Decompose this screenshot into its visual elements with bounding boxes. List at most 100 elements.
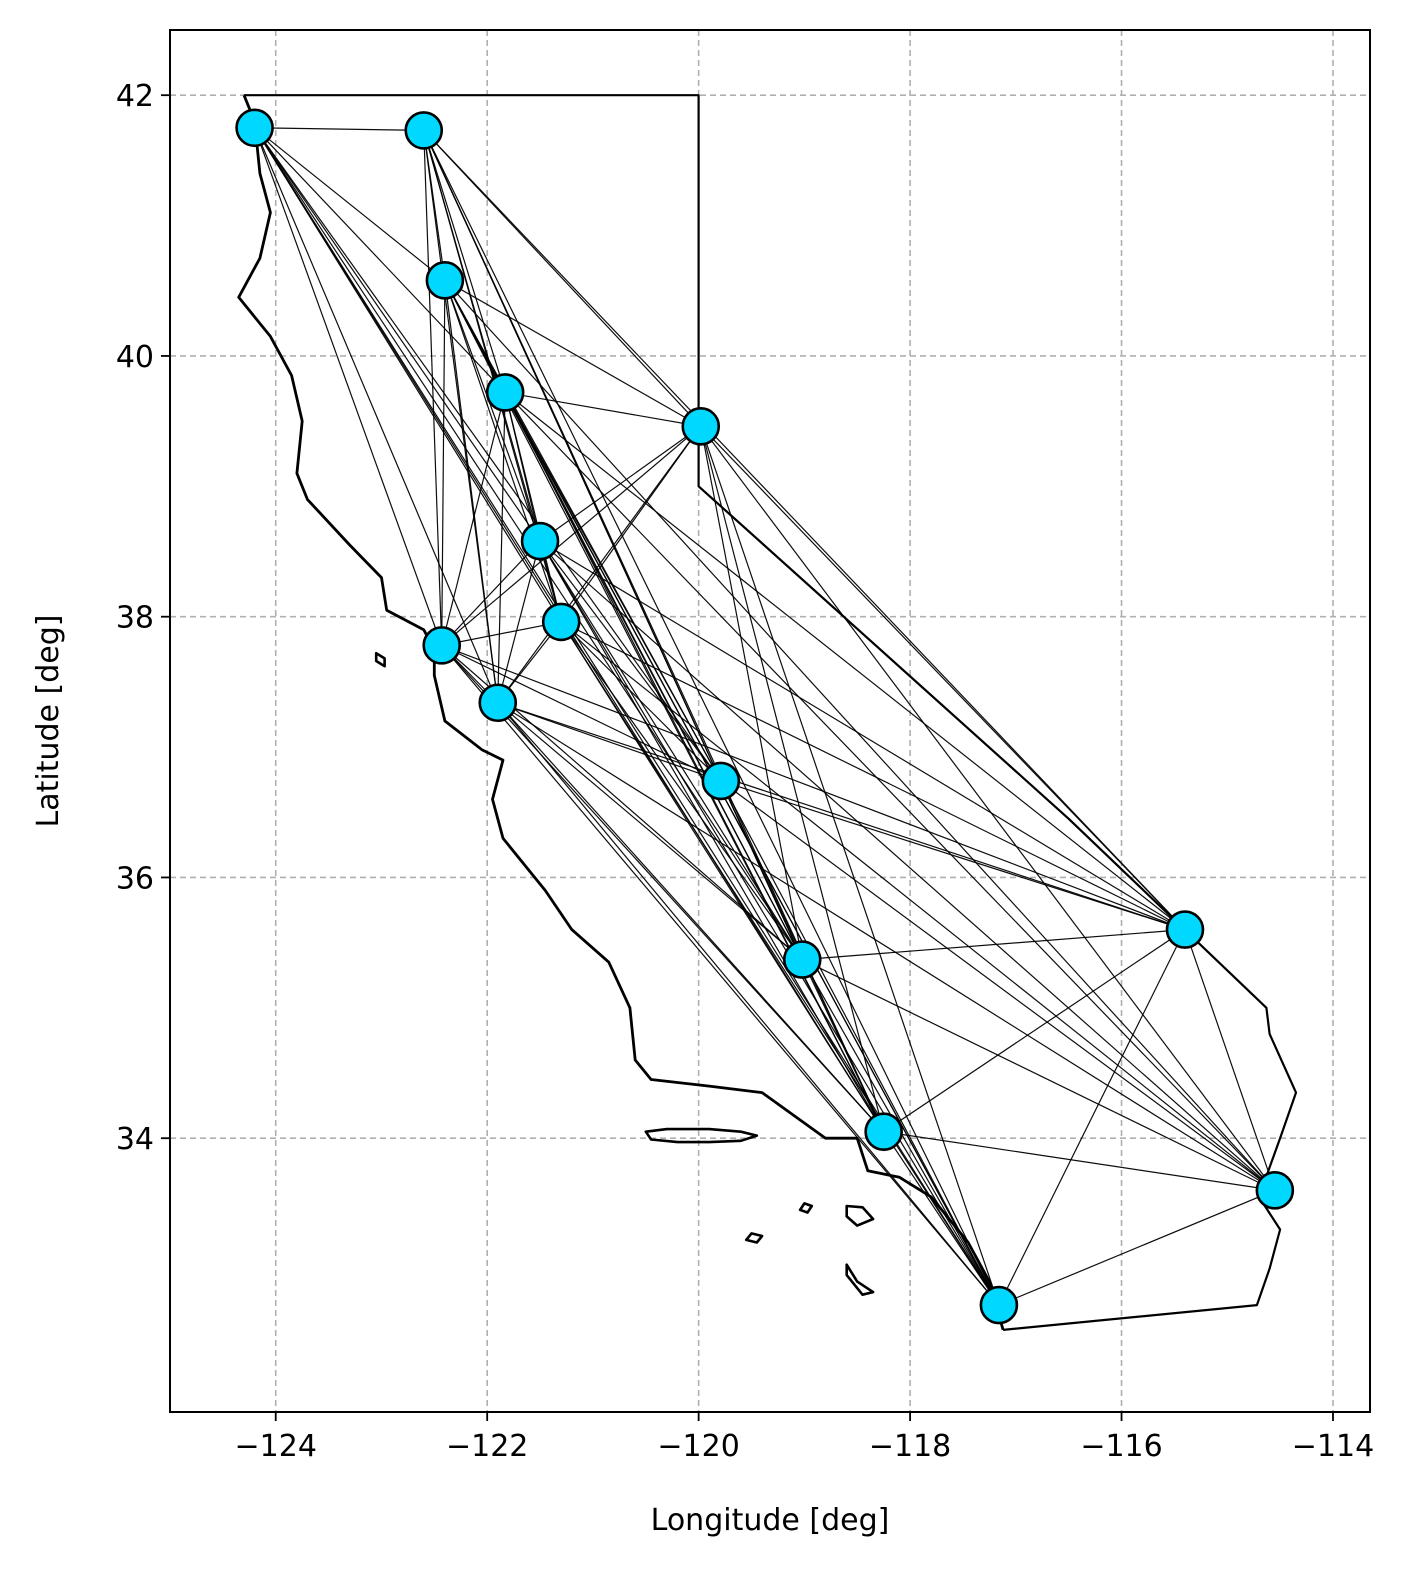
edge-line	[497, 702, 722, 782]
edge-line	[801, 959, 1276, 1191]
edge-line	[254, 127, 424, 131]
edge-line	[720, 780, 1186, 931]
node-marker	[235, 108, 274, 148]
edge-line	[504, 392, 1276, 1191]
coastline	[237, 94, 1005, 1331]
x-tick-label: −118	[869, 1429, 951, 1464]
edge-line	[254, 127, 443, 646]
edge-line	[801, 959, 885, 1132]
edge-line	[883, 929, 1186, 1133]
node-marker	[485, 373, 525, 412]
edge-line	[441, 644, 1000, 1306]
node-marker	[520, 521, 560, 561]
node-marker	[404, 111, 444, 150]
edge-line	[505, 391, 701, 427]
edge-line	[504, 392, 803, 960]
edge-line	[441, 621, 562, 646]
edge-line	[539, 425, 702, 542]
y-axis-ticks: 34 36 38 40 42	[116, 79, 170, 1157]
edge-line	[998, 1189, 1276, 1306]
edge-line	[254, 127, 541, 542]
edge-line	[539, 540, 1276, 1191]
edge-line	[423, 129, 1186, 931]
node-marker	[782, 940, 822, 979]
edge-line	[720, 780, 1000, 1306]
node-marker	[1165, 910, 1205, 949]
edge-line	[998, 929, 1186, 1306]
x-axis-ticks: −124 −122 −120 −118 −116 −114	[235, 1412, 1374, 1464]
edge-line	[423, 130, 443, 646]
y-tick-label: 34	[116, 1122, 154, 1157]
edge-line	[560, 621, 1276, 1191]
state-outline	[237, 94, 1298, 1331]
edge-line	[497, 702, 1000, 1306]
edge-line	[504, 392, 562, 623]
y-axis-label: Latitude [deg]	[31, 615, 66, 828]
edge-line	[497, 702, 885, 1133]
island	[744, 1232, 764, 1244]
node-marker	[1255, 1171, 1295, 1210]
edge-line	[700, 426, 803, 960]
edge-line	[1184, 929, 1276, 1191]
network-nodes	[235, 108, 1295, 1325]
state-border	[244, 94, 1298, 1331]
edge-line	[444, 280, 499, 703]
edge-line	[504, 392, 722, 782]
node-marker	[979, 1285, 1019, 1325]
edge-line	[497, 425, 702, 704]
node-marker	[541, 602, 581, 642]
island	[798, 1202, 814, 1214]
x-tick-label: −120	[657, 1429, 739, 1464]
edge-line	[444, 280, 562, 623]
edge-line	[254, 127, 506, 393]
edge-line	[802, 929, 1186, 961]
edge-line	[720, 780, 1276, 1191]
y-tick-label: 38	[116, 601, 154, 636]
edge-line	[504, 391, 1186, 931]
node-marker	[701, 761, 741, 801]
edge-line	[700, 426, 1000, 1306]
edge-line	[497, 702, 1186, 931]
edge-line	[497, 702, 1276, 1191]
edge-line	[444, 279, 702, 427]
edge-line	[560, 621, 722, 782]
edge-line	[539, 540, 803, 960]
edge-line	[560, 621, 1186, 931]
edge-line	[560, 621, 803, 960]
edge-line	[539, 540, 1000, 1306]
edge-line	[444, 279, 1276, 1191]
edge-line	[441, 392, 506, 646]
x-tick-label: −122	[446, 1429, 528, 1464]
edge-line	[497, 392, 506, 703]
x-tick-label: −114	[1292, 1429, 1374, 1464]
edge-line	[423, 130, 506, 393]
island	[845, 1204, 875, 1227]
y-tick-label: 42	[116, 79, 154, 114]
node-marker	[425, 261, 465, 300]
node-marker	[478, 683, 518, 723]
y-tick-label: 40	[116, 340, 154, 375]
edge-line	[497, 702, 803, 961]
node-marker	[681, 407, 721, 446]
island	[845, 1263, 875, 1296]
edge-line	[700, 425, 1186, 931]
edge-line	[539, 540, 1186, 931]
edge-line	[441, 644, 1186, 931]
node-marker	[864, 1112, 903, 1151]
island	[644, 1127, 759, 1144]
edge-line	[441, 280, 446, 646]
edge-line	[700, 425, 1276, 1191]
edge-line	[254, 127, 499, 703]
island	[374, 651, 386, 668]
x-tick-label: −116	[1080, 1429, 1162, 1464]
edge-line	[423, 130, 1000, 1306]
edge-line	[254, 127, 722, 782]
edge-line	[441, 644, 722, 782]
edge-line	[883, 1131, 1000, 1306]
x-axis-label: Longitude [deg]	[651, 1503, 890, 1538]
edge-line	[560, 621, 1000, 1306]
plot-frame	[169, 29, 1371, 1413]
edge-line	[441, 540, 541, 646]
edge-line	[444, 280, 541, 542]
edge-line	[441, 425, 702, 646]
